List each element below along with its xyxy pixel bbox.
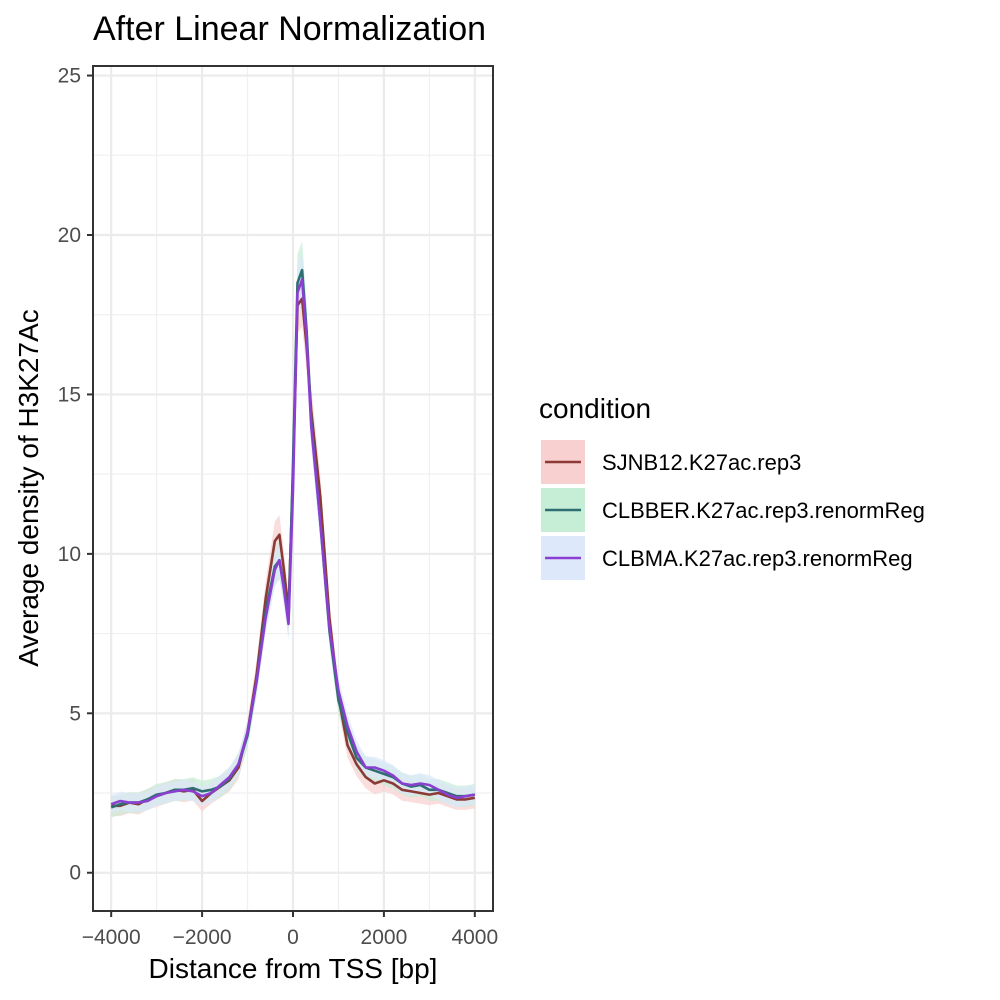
x-tick-label: 4000 xyxy=(451,926,498,949)
y-tick-label: 15 xyxy=(58,383,81,406)
x-axis: −4000 −2000 0 2000 4000 xyxy=(82,911,498,949)
plot-panel xyxy=(92,65,494,912)
legend-label: SJNB12.K27ac.rep3 xyxy=(602,450,801,475)
x-tick-label: −4000 xyxy=(82,926,141,949)
legend-title: condition xyxy=(539,393,651,424)
chart-title: After Linear Normalization xyxy=(93,10,486,48)
legend-label: CLBBER.K27ac.rep3.renormReg xyxy=(602,498,925,523)
x-tick-label: 0 xyxy=(287,926,299,949)
legend: condition SJNB12.K27ac.rep3 CLBBER.K27ac.… xyxy=(539,393,925,580)
y-tick-label: 5 xyxy=(69,702,81,725)
x-axis-title: Distance from TSS [bp] xyxy=(149,953,438,984)
y-axis: 0 5 10 15 20 25 xyxy=(58,65,93,885)
y-tick-label: 25 xyxy=(58,65,81,88)
y-tick-label: 10 xyxy=(58,543,81,566)
x-tick-label: 2000 xyxy=(361,926,408,949)
y-tick-label: 0 xyxy=(69,862,81,885)
legend-label: CLBMA.K27ac.rep3.renormReg xyxy=(602,546,913,571)
series-line-3 xyxy=(110,278,476,806)
y-axis-title: Average density of H3K27Ac xyxy=(13,309,44,666)
y-tick-label: 20 xyxy=(58,224,81,247)
legend-keys: SJNB12.K27ac.rep3 CLBBER.K27ac.rep3.renor… xyxy=(541,440,925,580)
series-lines xyxy=(110,268,476,809)
x-tick-label: −2000 xyxy=(173,926,232,949)
